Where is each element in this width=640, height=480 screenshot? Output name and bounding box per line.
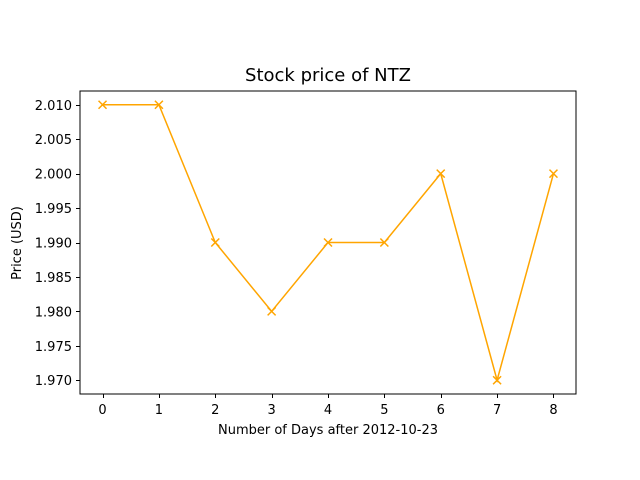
x-tick-label: 7	[493, 403, 501, 418]
y-tick-label: 1.980	[35, 305, 72, 320]
x-tick-label: 0	[98, 403, 106, 418]
x-tick-label: 6	[437, 403, 445, 418]
y-axis-label: Price (USD)	[10, 206, 25, 280]
x-tick-label: 4	[324, 403, 332, 418]
y-tick-label: 1.975	[35, 340, 72, 355]
y-tick-label: 2.005	[35, 133, 72, 148]
y-tick-label: 1.970	[35, 374, 72, 389]
data-point-marker	[323, 237, 333, 248]
x-axis: 0 1 2 3 4 5 6 7 8	[98, 394, 558, 418]
y-tick-label: 1.985	[35, 271, 72, 286]
x-tick-label: 2	[211, 403, 219, 418]
data-point-marker	[154, 100, 164, 110]
data-point-marker	[210, 237, 220, 248]
data-point-marker	[492, 375, 502, 385]
data-point-marker	[436, 169, 446, 179]
y-tick-label: 1.995	[35, 202, 72, 217]
chart-title: Stock price of NTZ	[245, 65, 411, 86]
x-tick-label: 5	[380, 403, 388, 418]
plot-area	[98, 100, 558, 385]
y-tick-label: 2.010	[35, 99, 72, 114]
x-tick-label: 1	[155, 403, 163, 418]
data-point-marker	[548, 169, 558, 179]
x-tick-label: 8	[549, 403, 557, 418]
x-axis-label: Number of Days after 2012-10-23	[218, 423, 438, 438]
y-tick-label: 2.000	[35, 168, 72, 183]
data-point-marker	[98, 100, 108, 110]
x-tick-label: 3	[267, 403, 275, 418]
data-point-marker	[379, 237, 389, 248]
y-axis: 1.970 1.975 1.980 1.985 1.990 1.995 2.000 2.005…	[35, 99, 80, 389]
y-tick-label: 1.990	[35, 237, 72, 252]
data-point-marker	[267, 306, 277, 316]
